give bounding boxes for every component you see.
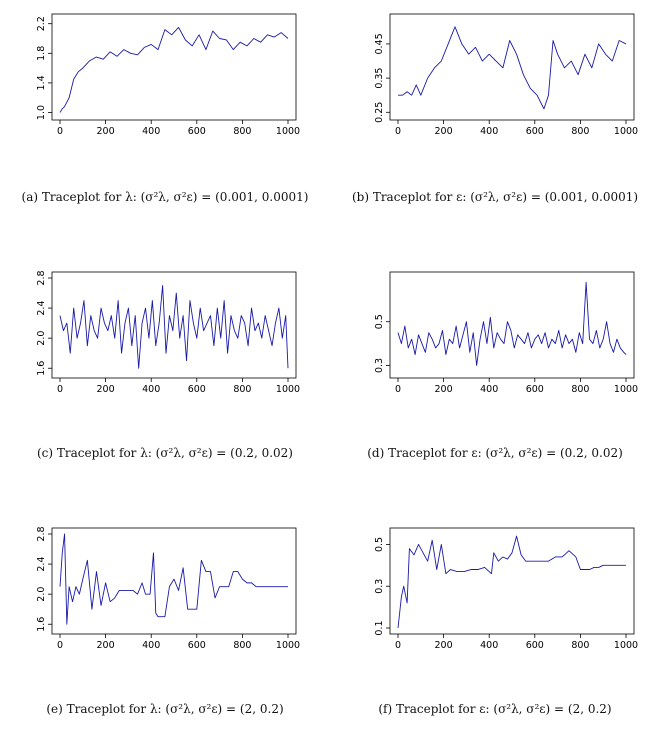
- x-tick-label: 800: [233, 640, 251, 651]
- x-tick-label: 0: [395, 384, 401, 395]
- caption-a: (a) Traceplot for λ: (σ²λ, σ²ε) = (0.001…: [21, 190, 309, 204]
- y-tick-label: 0.35: [374, 68, 385, 89]
- x-tick-label: 0: [395, 640, 401, 651]
- x-tick-label: 600: [526, 384, 544, 395]
- y-tick-label: 1.6: [36, 617, 47, 632]
- trace-line: [398, 26, 627, 110]
- caption-c: (c) Traceplot for λ: (σ²λ, σ²ε) = (0.2, …: [37, 446, 293, 460]
- plot-frame: [51, 527, 297, 635]
- x-tick-label: 800: [571, 640, 589, 651]
- x-tick-label: 1000: [614, 640, 638, 651]
- x-tick-label: 200: [97, 640, 115, 651]
- trace-line: [59, 533, 288, 625]
- x-tick-label: 1000: [276, 384, 300, 395]
- x-tick-label: 800: [233, 126, 251, 137]
- x-tick-label: 800: [571, 126, 589, 137]
- caption-e: (e) Traceplot for λ: (σ²λ, σ²ε) = (2, 0.…: [46, 702, 284, 716]
- trace-line: [397, 535, 626, 629]
- panel-a-lambda-trace: 0 200 400 600 800 1000 1.0 1.4 1.8 2.2: [36, 13, 300, 137]
- x-tick-label: 600: [526, 640, 544, 651]
- caption-f: (f) Traceplot for ε: (σ²λ, σ²ε) = (2, 0.…: [378, 702, 612, 716]
- x-tick-label: 400: [142, 640, 160, 651]
- x-tick-label: 600: [188, 640, 206, 651]
- y-tick-label: 0.1: [374, 620, 385, 635]
- y-tick-label: 0.3: [374, 579, 385, 594]
- y-tick-label: 1.0: [36, 105, 47, 120]
- x-tick-label: 0: [57, 640, 63, 651]
- x-tick-label: 200: [435, 384, 453, 395]
- x-tick-label: 600: [188, 126, 206, 137]
- x-tick-label: 600: [526, 126, 544, 137]
- x-tick-label: 200: [97, 384, 115, 395]
- y-tick-label: 0.45: [374, 33, 385, 54]
- x-tick-label: 1000: [614, 384, 638, 395]
- x-tick-label: 1000: [614, 126, 638, 137]
- y-tick-label: 2.8: [36, 270, 47, 285]
- x-tick-label: 0: [57, 384, 63, 395]
- x-tick-label: 200: [435, 126, 453, 137]
- y-tick-label: 1.6: [36, 361, 47, 376]
- x-tick-label: 0: [57, 126, 63, 137]
- y-tick-label: 2.4: [36, 301, 47, 316]
- x-tick-label: 200: [435, 640, 453, 651]
- trace-line: [397, 281, 627, 366]
- x-tick-label: 600: [188, 384, 206, 395]
- y-tick-label: 2.0: [36, 331, 47, 346]
- y-tick-label: 1.4: [36, 75, 47, 90]
- x-tick-label: 0: [395, 126, 401, 137]
- caption-b: (b) Traceplot for ε: (σ²λ, σ²ε) = (0.001…: [351, 190, 639, 204]
- y-tick-label: 2.4: [36, 557, 47, 572]
- x-tick-label: 1000: [276, 126, 300, 137]
- y-tick-label: 2.8: [36, 526, 47, 541]
- trace-line: [59, 26, 289, 113]
- y-tick-label: 1.8: [36, 46, 47, 61]
- plot-frame: [51, 13, 297, 121]
- panel-c-lambda-trace: 0 200 400 600 800 1000 1.6 2.0 2.4 2.8: [36, 270, 300, 395]
- plot-frame: [389, 527, 635, 635]
- y-tick-label: 2.2: [36, 16, 47, 31]
- x-tick-label: 800: [233, 384, 251, 395]
- plot-frame: [389, 13, 635, 121]
- y-tick-label: 0.25: [374, 102, 385, 123]
- y-tick-label: 0.5: [374, 314, 385, 329]
- x-tick-label: 400: [142, 126, 160, 137]
- x-tick-label: 1000: [276, 640, 300, 651]
- x-tick-label: 400: [480, 384, 498, 395]
- y-tick-label: 0.5: [374, 537, 385, 552]
- y-tick-label: 2.0: [36, 587, 47, 602]
- x-tick-label: 400: [142, 384, 160, 395]
- panel-b-epsilon-trace: 0 200 400 600 800 1000 0.25 0.35 0.45: [374, 13, 638, 137]
- plot-frame: [389, 271, 635, 379]
- panel-d-epsilon-trace: 0 200 400 600 800 1000 0.3 0.5: [374, 271, 638, 395]
- trace-line: [59, 285, 289, 369]
- x-tick-label: 200: [97, 126, 115, 137]
- panel-f-epsilon-trace: 0 200 400 600 800 1000 0.1 0.3 0.5: [374, 527, 638, 651]
- y-tick-label: 0.3: [374, 358, 385, 373]
- caption-d: (d) Traceplot for ε: (σ²λ, σ²ε) = (0.2, …: [367, 446, 623, 460]
- x-tick-label: 800: [571, 384, 589, 395]
- x-tick-label: 400: [480, 126, 498, 137]
- x-tick-label: 400: [480, 640, 498, 651]
- plot-frame: [51, 271, 297, 379]
- panel-e-lambda-trace: 0 200 400 600 800 1000 1.6 2.0 2.4 2.8: [36, 526, 300, 651]
